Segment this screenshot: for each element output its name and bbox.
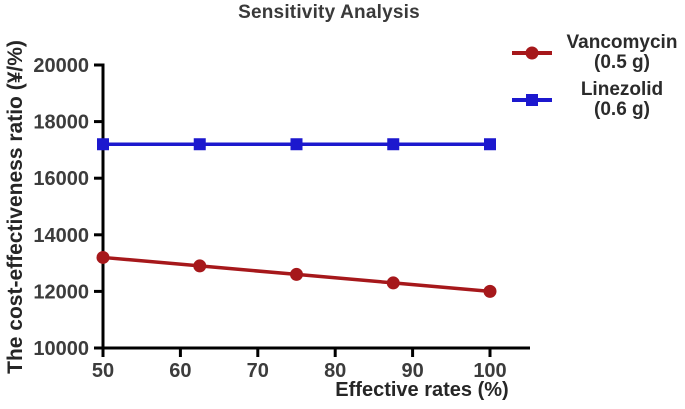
legend: Vancomycin (0.5 g) Linezolid (0.6 g) [512,33,683,120]
x-axis-label: Effective rates (%) [335,379,509,401]
x-tick-label: 70 [247,360,269,382]
chart-title: Sensitivity Analysis [238,2,420,23]
legend-row-linezolid: Linezolid (0.6 g) [512,80,683,120]
y-tick-label: 12000 [33,281,89,303]
data-point-circle [96,250,110,264]
data-point-square [387,138,400,151]
legend-line-square-icon [512,94,552,106]
legend-series-dose: (0.5 g) [594,52,650,73]
data-point-circle [386,276,400,290]
data-point-circle [483,284,497,298]
y-axis-label: The cost-effectiveness ratio (¥/%) [4,40,27,374]
x-tick-label: 80 [324,360,346,382]
x-tick-label: 50 [92,360,114,382]
x-tick-label: 60 [169,360,191,382]
y-tick-label: 10000 [33,338,89,360]
legend-label-linezolid: Linezolid (0.6 g) [561,80,683,120]
data-point-circle [290,267,303,281]
data-point-square [290,138,303,151]
y-tick-label: 20000 [33,55,89,77]
legend-series-name: Linezolid [580,79,664,100]
y-tick-label: 16000 [33,168,89,190]
y-tick-label: 14000 [33,225,89,247]
x-tick-label: 100 [473,360,506,382]
legend-series-dose: (0.6 g) [594,99,650,120]
data-point-square [193,138,206,151]
legend-line-circle-icon [512,46,552,60]
legend-row-vancomycin: Vancomycin (0.5 g) [512,33,683,73]
data-point-circle [193,259,207,273]
y-tick-label: 18000 [33,112,89,134]
x-tick-label: 90 [401,360,423,382]
data-point-square [97,138,109,151]
data-point-square [484,138,496,151]
legend-series-name: Vancomycin [566,32,678,53]
legend-label-vancomycin: Vancomycin (0.5 g) [561,33,683,73]
